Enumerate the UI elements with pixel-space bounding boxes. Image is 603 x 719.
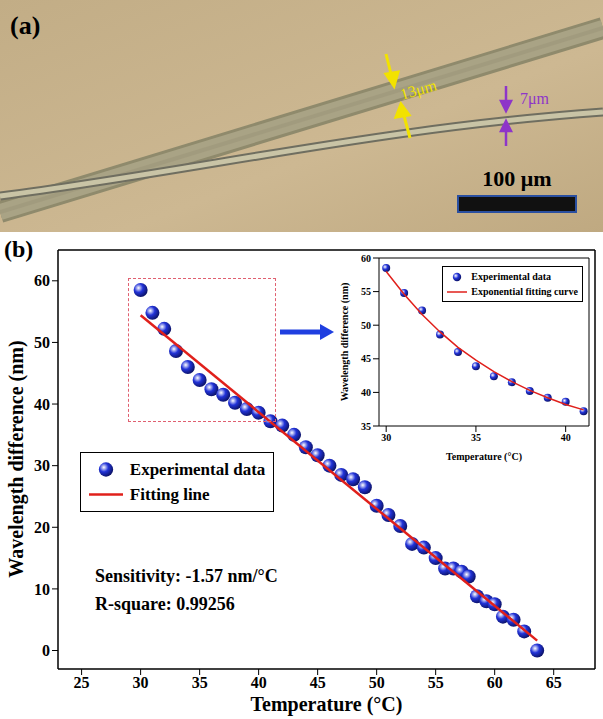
- svg-text:60: 60: [34, 272, 50, 289]
- svg-text:45: 45: [310, 674, 326, 691]
- svg-text:30: 30: [381, 432, 391, 443]
- svg-text:65: 65: [546, 674, 562, 691]
- html-text:Experimental data: Experimental data: [471, 271, 551, 282]
- svg-text:50: 50: [369, 674, 385, 691]
- svg-text:35: 35: [192, 674, 208, 691]
- svg-text:30: 30: [34, 457, 50, 474]
- html-text:Exponential fitting curve: Exponential fitting curve: [471, 286, 578, 297]
- svg-text:(a): (a): [10, 11, 40, 40]
- svg-text:0: 0: [42, 642, 50, 659]
- svg-text:30: 30: [133, 674, 149, 691]
- svg-text:35: 35: [471, 432, 481, 443]
- svg-text:13μm: 13μm: [398, 76, 439, 104]
- html-text:(b): (b): [4, 236, 34, 262]
- svg-text:40: 40: [251, 674, 267, 691]
- html-text:R-square: 0.99256: R-square: 0.99256: [95, 594, 235, 614]
- html-text:Experimental data: Experimental data: [129, 460, 266, 479]
- html-text:Wavelength difference (nm): Wavelength difference (nm): [5, 340, 27, 578]
- svg-text:7μm: 7μm: [520, 90, 550, 108]
- svg-text:50: 50: [34, 334, 50, 351]
- svg-text:35: 35: [361, 421, 371, 432]
- svg-text:25: 25: [74, 674, 90, 691]
- svg-text:50: 50: [361, 320, 371, 331]
- svg-text:100 μm: 100 μm: [482, 166, 551, 191]
- html-text:Wavelength difference (nm): Wavelength difference (nm): [339, 282, 350, 402]
- svg-text:45: 45: [361, 353, 371, 364]
- svg-text:10: 10: [34, 581, 50, 598]
- svg-text:55: 55: [428, 674, 444, 691]
- svg-text:60: 60: [487, 674, 503, 691]
- html-text:Sensitivity: -1.57 nm/°C: Sensitivity: -1.57 nm/°C: [95, 566, 278, 586]
- svg-text:40: 40: [561, 432, 571, 443]
- svg-text:40: 40: [361, 387, 371, 398]
- svg-text:Temperature (°C): Temperature (°C): [251, 693, 403, 716]
- svg-text:40: 40: [34, 396, 50, 413]
- svg-text:Temperature (°C): Temperature (°C): [446, 451, 522, 463]
- svg-text:20: 20: [34, 519, 50, 536]
- svg-text:55: 55: [361, 286, 371, 297]
- html-text:Fitting line: Fitting line: [129, 485, 210, 504]
- svg-text:60: 60: [361, 253, 371, 264]
